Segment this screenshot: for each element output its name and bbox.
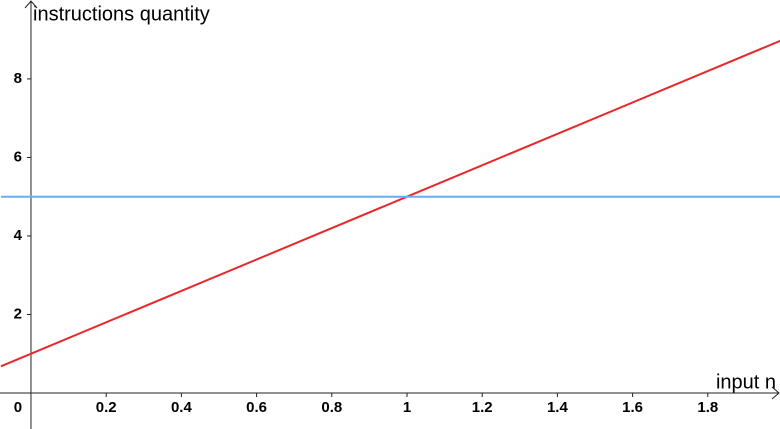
series-line [0, 39, 780, 368]
x-tick-label: 1.4 [547, 399, 569, 416]
x-tick-label: 0 [14, 399, 22, 416]
x-axis-label: input n [716, 371, 776, 393]
x-tick-label: 1.6 [622, 399, 643, 416]
y-tick-label: 8 [14, 70, 22, 87]
y-axis-arrow [24, 0, 38, 9]
x-tick-label: 1.8 [697, 399, 718, 416]
x-tick-label: 0.8 [321, 399, 342, 416]
y-tick-label: 6 [14, 148, 22, 165]
x-axis-arrow [771, 386, 780, 400]
x-tick-label: 0.2 [96, 399, 117, 416]
y-tick-label: 4 [14, 227, 23, 244]
x-tick-label: 1 [403, 399, 411, 416]
y-axis-label: instructions quantity [33, 3, 210, 25]
x-tick-label: 0.4 [171, 399, 193, 416]
x-tick-label: 0.6 [246, 399, 267, 416]
x-tick-label: 1.2 [472, 399, 493, 416]
y-tick-label: 2 [14, 305, 22, 322]
